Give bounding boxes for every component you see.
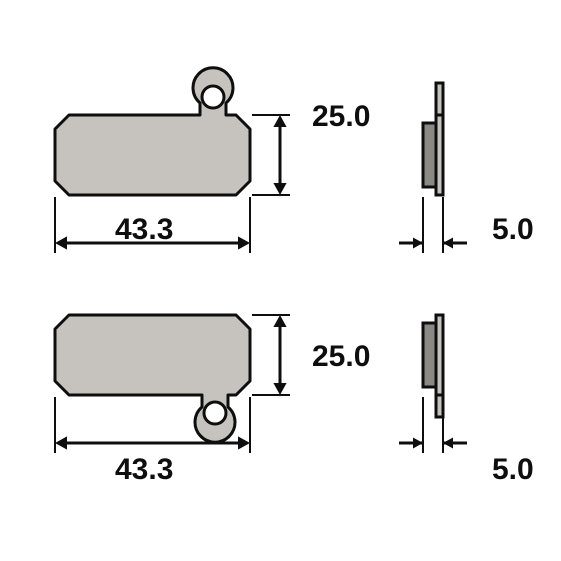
- dim-width-top: 43.3: [115, 213, 173, 247]
- dim-height-bottom: 25.0: [312, 340, 370, 374]
- dim-height-top: 25.0: [312, 100, 370, 134]
- drawing-svg: [0, 0, 561, 561]
- dim-thickness-bottom: 5.0: [492, 453, 534, 487]
- dim-thickness-top: 5.0: [492, 213, 534, 247]
- dim-width-bottom: 43.3: [115, 453, 173, 487]
- technical-drawing: 43.3 25.0 5.0 43.3 25.0 5.0: [0, 0, 561, 561]
